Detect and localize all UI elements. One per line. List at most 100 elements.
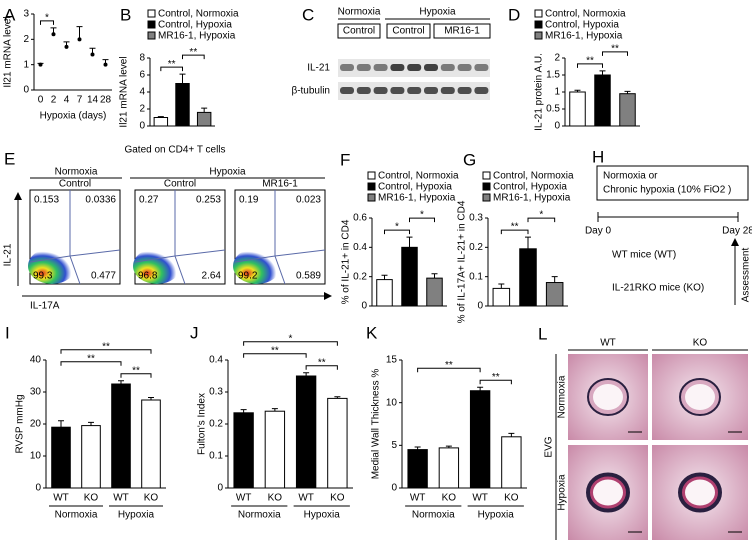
y-tick-label: 0 [139,121,145,132]
legend-label: MR16-1, Hypoxia [158,31,236,42]
y-tick-label: 10 [386,397,398,408]
bar [492,287,511,307]
mouse-group: IL-21RKO mice (KO) [612,283,704,294]
error-bar [37,62,44,65]
vessel-lumen [593,479,623,506]
significance-bracket [500,229,529,235]
error-bar [148,396,154,400]
panel-label: K [366,323,378,342]
significance-bracket [417,367,481,373]
quadrant-value: 0.023 [296,195,321,206]
significance-bracket [243,341,338,346]
group-label: Hypoxia [478,510,515,521]
bar [111,383,131,489]
y-tick-label: 4 [139,87,145,98]
column-label: KO [693,338,708,349]
blot-band [340,64,354,71]
error-bar [508,432,515,437]
legend-swatch [482,193,491,202]
panel-label: A [4,5,16,24]
quadrant-value: 0.153 [34,195,59,206]
x-tick-label: KO [144,493,159,504]
legend-swatch [534,9,543,18]
quadrant-value: 0.27 [139,195,159,206]
blot-band [407,87,422,94]
panel-label: H [592,147,604,166]
error-bar [89,47,96,55]
x-tick-label: WT [113,493,129,504]
error-bar [271,408,278,412]
significance-bracket [577,63,603,68]
y-tick-label: 0.4 [209,355,223,366]
y-tick-label: 6 [139,70,145,81]
blot-band [440,64,455,71]
panel-label: F [340,150,350,169]
y-tick-label: 0.2 [209,419,223,430]
error-bar [50,27,57,35]
blot-band [440,87,455,94]
legend-swatch [482,182,491,191]
bar [141,399,161,489]
significance-bracket [527,217,556,223]
x-tick-label: 28 [100,95,112,106]
error-bar [303,372,310,376]
bar [438,447,460,489]
x-axis-label: Hypoxia (days) [40,111,107,122]
significance-label: * [395,222,399,233]
error-bar [525,236,531,249]
x-tick-label: 7 [77,95,83,106]
y-tick-label: 0.2 [353,271,367,282]
stain-label: EVG [544,436,555,457]
significance-label: ** [102,341,110,352]
significance-label: ** [132,365,140,376]
flow-group: Normoxia [55,167,98,178]
quadrant-value: 99.2 [238,271,258,282]
y-axis-label: % of IL-17A+ IL-21+ in CD4 [457,200,468,323]
significance-label: ** [445,360,453,371]
error-bar [406,236,413,248]
bar [569,91,586,127]
legend-label: Control, Normoxia [545,9,626,20]
error-bar [498,283,505,289]
gate [29,190,121,285]
legend-label: MR16-1, Hypoxia [493,193,571,204]
flow-plot-name: MR16-1 [262,179,298,190]
x-tick-label: WT [410,493,426,504]
bar [619,93,636,127]
significance-bracket [182,54,205,60]
legend-label: Control, Normoxia [493,171,574,182]
x-tick-label: WT [298,493,314,504]
y-axis-label: Il21 mRNA level [119,56,130,127]
y-tick-label: 0 [35,483,41,494]
legend-label: Control, Hypoxia [545,20,619,31]
quadrant-value: 96.8 [138,271,158,282]
error-bar [157,116,164,118]
panel-label: I [5,323,10,342]
panel-label: G [463,150,476,169]
y-tick-label: 0.4 [353,242,367,253]
significance-bracket [479,379,512,385]
row-label: Hypoxia [557,474,568,511]
legend-swatch [367,171,376,180]
bar [426,277,443,307]
y-axis-label: Il21 mRNA level [3,16,14,87]
y-tick-label: 0.3 [469,213,483,224]
blot-band [407,64,422,71]
x-tick-label: WT [53,493,69,504]
group-label: Normoxia [55,510,98,521]
vessel-lumen [593,384,623,410]
quadrant-value: 0.19 [239,195,259,206]
y-tick-label: 15 [386,355,398,366]
error-bar [88,421,94,426]
y-tick-label: 20 [30,419,42,430]
legend-label: MR16-1, Hypoxia [545,31,623,42]
group-label: Hypoxia [304,510,341,521]
blot-band [457,87,472,94]
y-tick-label: 1 [554,87,560,98]
vessel-lumen [685,384,715,410]
legend-label: Control, Hypoxia [493,182,567,193]
timeline-end: Day 28 [722,226,752,237]
y-tick-label: 2 [554,53,560,64]
legend-swatch [534,20,543,29]
bar [327,397,348,489]
